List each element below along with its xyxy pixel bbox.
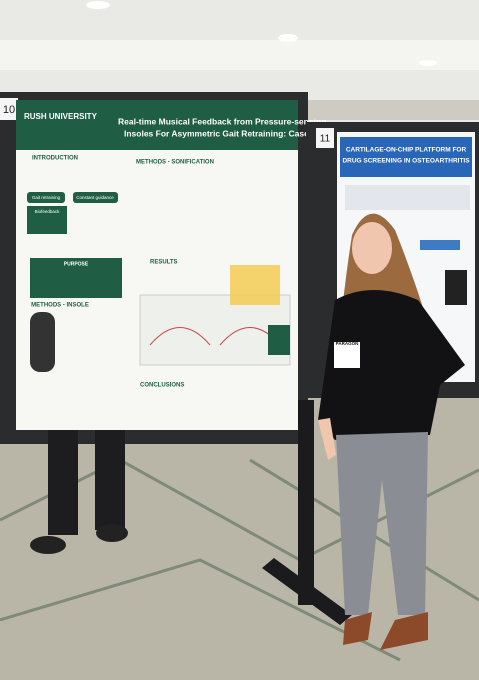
ceiling-light <box>86 1 110 9</box>
person-leg <box>48 430 78 535</box>
section-heading: RESULTS <box>150 260 178 266</box>
badge-label: PARAGON <box>336 341 359 346</box>
section-heading: INTRODUCTION <box>32 156 78 162</box>
chip-label: Biofeedback <box>35 209 61 214</box>
black-top <box>318 290 465 440</box>
purpose-box <box>30 258 122 298</box>
poster-title: CARTILAGE-ON-CHIP PLATFORM FOR <box>346 147 467 154</box>
board-number: 10 <box>3 104 15 116</box>
badge <box>334 342 360 368</box>
shoe <box>96 524 128 542</box>
chip <box>27 192 65 203</box>
plaid-pants <box>336 432 428 615</box>
ceiling-panel <box>0 40 479 70</box>
board-foot <box>262 558 352 625</box>
board-number-card <box>316 128 334 148</box>
ceiling-light <box>278 34 298 42</box>
poster-header <box>16 100 298 150</box>
text-block <box>345 185 470 210</box>
institution: RUSH UNIVERSITY <box>24 112 98 121</box>
figure <box>420 240 460 250</box>
purpose-heading: PURPOSE <box>64 261 89 267</box>
chip-label: Constant guidance <box>76 195 114 200</box>
board-number: 11 <box>320 134 331 145</box>
section-heading: CONCLUSIONS <box>140 383 184 389</box>
face <box>352 222 392 274</box>
section-heading: METHODS - SONIFICATION <box>136 160 214 166</box>
foot-pressure-map <box>230 265 280 305</box>
section-heading: METHODS - INSOLE <box>31 303 89 309</box>
insole-image <box>30 312 55 372</box>
chip <box>27 206 67 234</box>
figure <box>445 270 467 305</box>
chip-label: Gait retraining <box>32 195 61 200</box>
chip <box>73 192 118 203</box>
poster-header <box>340 137 472 177</box>
poster-title: Real-time Musical Feedback from Pressure… <box>118 116 326 126</box>
shoe <box>30 536 66 554</box>
ceiling-light <box>419 60 437 66</box>
poster-title: Insoles For Asymmetric Gait Retraining: … <box>124 128 334 138</box>
board-post <box>298 400 314 605</box>
board-number-card <box>0 98 18 120</box>
hand <box>318 418 336 460</box>
person-leg <box>95 430 125 530</box>
shoes <box>343 612 428 650</box>
poster-title: DRUG SCREENING IN OSTEOARTHRITIS <box>342 158 470 165</box>
qr-box <box>268 325 290 355</box>
results-plot <box>139 294 291 366</box>
